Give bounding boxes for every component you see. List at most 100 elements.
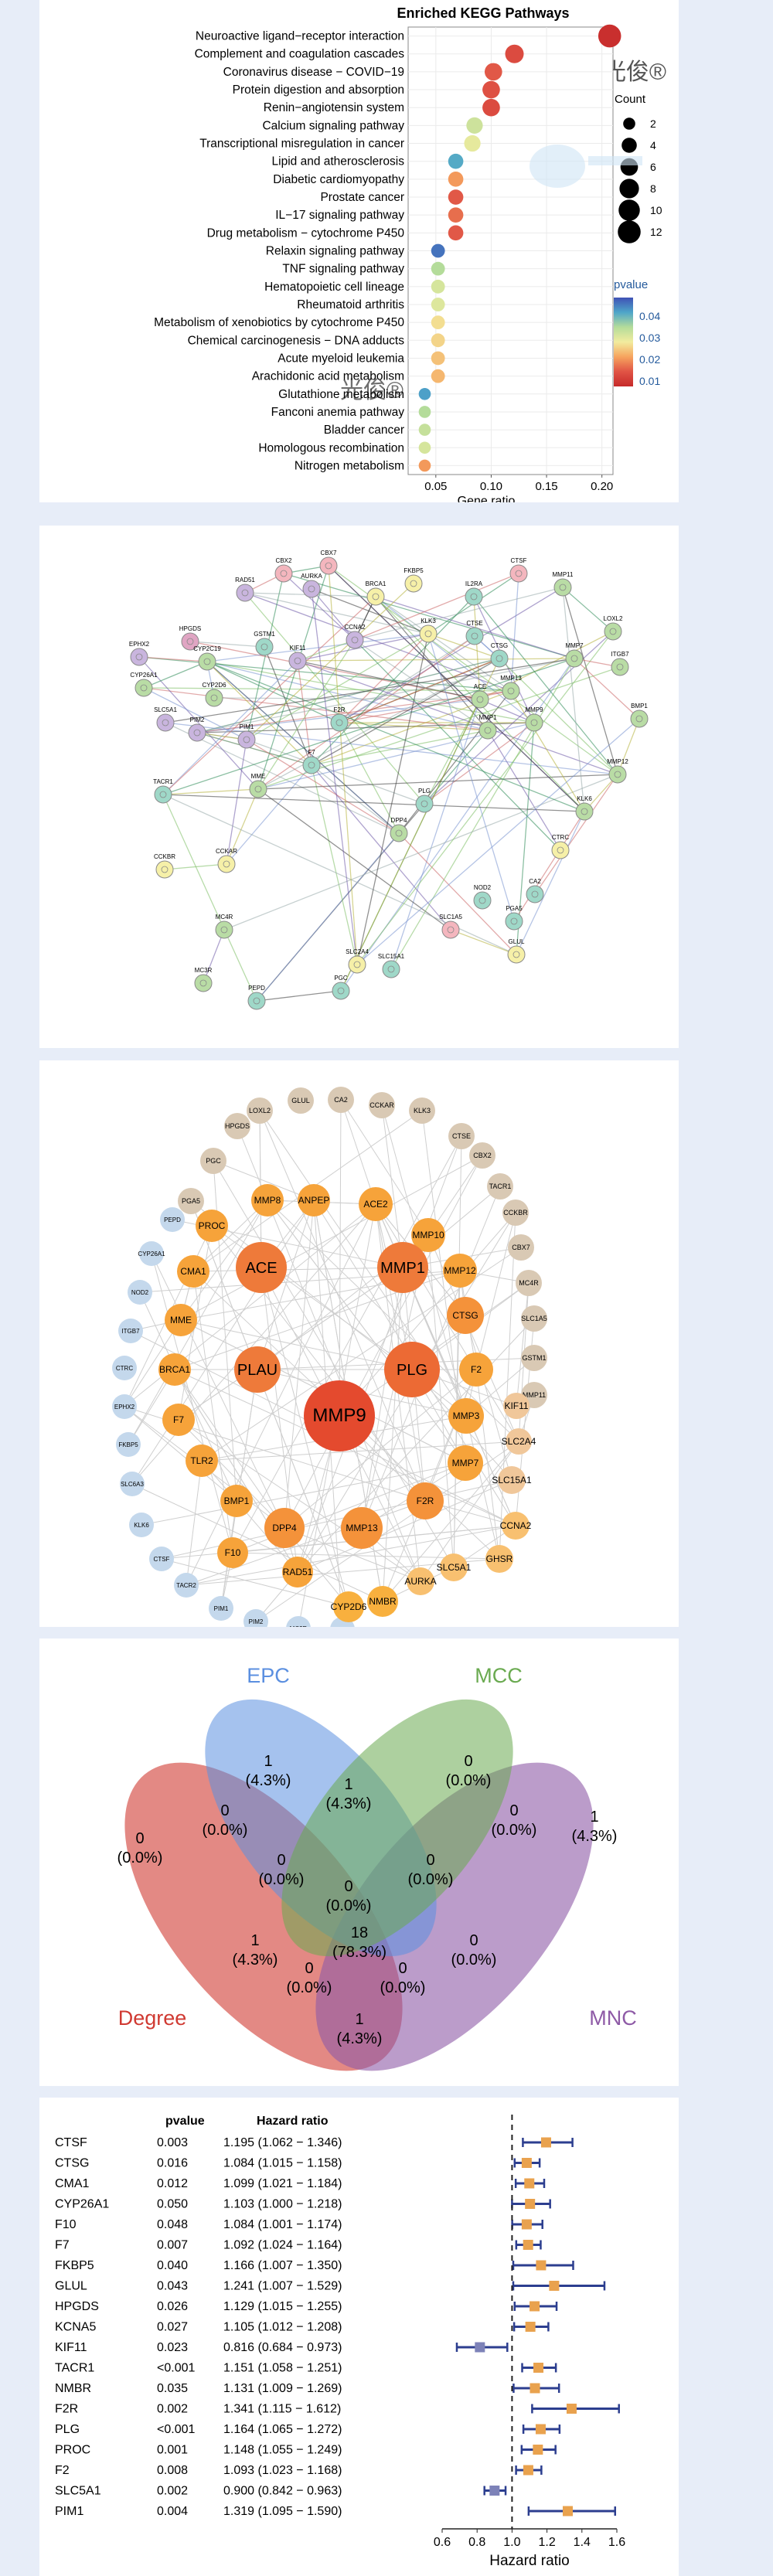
- kegg-dot: [448, 207, 464, 223]
- hub-node-mid: [503, 1393, 530, 1419]
- ppi-node-structure-icon: [616, 663, 624, 671]
- ppi-edge: [311, 588, 356, 641]
- forest-gene-label: CMA1: [55, 2177, 90, 2190]
- kegg-panel: Enriched KEGG Pathways 光俊® 光俊® Gene rati…: [39, 0, 679, 502]
- ppi-node-label: SLC2A4: [346, 948, 369, 955]
- kegg-dot: [598, 24, 621, 48]
- ppi-edge: [226, 739, 247, 865]
- forest-hr-marker: [562, 2506, 573, 2516]
- ppi-node: [302, 756, 321, 774]
- forest-pvalue: 0.001: [157, 2444, 188, 2457]
- hub-node-outer: [178, 1188, 204, 1214]
- ppi-node-structure-icon: [476, 696, 484, 703]
- ppi-node: [348, 955, 366, 974]
- kegg-pathway-label: Neuroactive ligand−receptor interaction: [196, 30, 404, 43]
- kegg-dot: [431, 315, 445, 330]
- hub-node-label: SLC6A3: [121, 1481, 144, 1488]
- ppi-node-label: PGA5: [506, 905, 523, 912]
- kegg-title: Enriched KEGG Pathways: [397, 5, 569, 21]
- hub-node-outer: [112, 1394, 137, 1419]
- forest-hr-marker: [521, 2219, 532, 2230]
- ppi-node-structure-icon: [210, 694, 218, 702]
- forest-hr-text: 1.241 (1.007 − 1.529): [223, 2280, 342, 2293]
- hub-node-mid: [440, 1553, 468, 1581]
- ppi-node-label: CYP26A1: [130, 672, 158, 679]
- kegg-pathway-label: Drug metabolism − cytochrome P450: [207, 226, 405, 240]
- ppi-node-structure-icon: [353, 961, 361, 968]
- ppi-node-structure-icon: [280, 570, 288, 577]
- kegg-pathway-label: Bladder cancer: [324, 424, 404, 437]
- hub-node-label: CYP2D6: [331, 1601, 367, 1612]
- hub-edge: [186, 1500, 426, 1586]
- ppi-node-label: CCNA2: [344, 624, 366, 631]
- ppi-edge: [340, 658, 500, 992]
- ppi-edge: [534, 774, 618, 895]
- ppi-node-label: BMP1: [631, 703, 648, 710]
- venn-region-percent: (0.0%): [326, 1897, 372, 1914]
- forest-xaxis-label: Hazard ratio: [489, 2553, 570, 2569]
- ppi-edge: [165, 722, 618, 775]
- forest-pvalue: 0.008: [157, 2464, 188, 2477]
- ppi-node: [181, 632, 199, 651]
- hub-node-label: RAD51: [283, 1567, 313, 1577]
- kegg-dot: [431, 279, 445, 294]
- ppi-node-structure-icon: [635, 715, 643, 723]
- forest-hr-marker: [566, 2404, 577, 2414]
- hub-gene-network: LOXL2 GLUL CA2 CCKAR KLK3 HPGDS CTSE CBX2 PGC TAC…: [112, 1087, 547, 1627]
- ppi-edge: [356, 718, 640, 965]
- forest-gene-label: HPGDS: [55, 2300, 99, 2313]
- ppi-edge: [297, 660, 618, 775]
- hub-node-outer: [469, 1142, 495, 1169]
- hub-node-label: CBX2: [473, 1152, 492, 1159]
- hub-edge: [151, 1253, 233, 1553]
- ppi-node: [156, 713, 175, 732]
- hub-node-label: PIM2: [249, 1618, 264, 1625]
- ppi-node-label: TACR1: [153, 778, 173, 785]
- ppi-node-structure-icon: [186, 638, 194, 645]
- ppi-node-structure-icon: [557, 846, 564, 854]
- hub-node-outer: [288, 1087, 314, 1114]
- ppi-edge: [162, 660, 298, 795]
- ppi-node-structure-icon: [471, 632, 478, 640]
- ppi-edge: [206, 661, 585, 812]
- hub-node-label: PGC: [206, 1157, 221, 1165]
- forest-hr-text: 1.103 (1.000 − 1.218): [223, 2198, 342, 2211]
- ppi-edge: [283, 573, 575, 659]
- kegg-dot: [431, 243, 445, 258]
- ppi-node-structure-icon: [515, 570, 523, 577]
- ppi-edge: [256, 832, 400, 1002]
- ppi-node-structure-icon: [159, 791, 167, 798]
- hub-node-outer: [286, 1616, 311, 1627]
- ppi-edge: [510, 690, 585, 812]
- hub-node-outer: [224, 1113, 250, 1139]
- kegg-dot: [418, 387, 431, 400]
- ppi-edge: [311, 764, 400, 834]
- ppi-node-label: CYP2D6: [202, 682, 226, 689]
- kegg-dot: [448, 189, 464, 205]
- forest-hr-text: 1.319 (1.095 − 1.590): [223, 2505, 342, 2518]
- kegg-pathway-label: Homologous recombination: [258, 441, 404, 454]
- ppi-edge: [356, 633, 429, 965]
- ppi-edge: [450, 929, 517, 955]
- hub-node-outer: [129, 1513, 154, 1537]
- hub-node-outer: [516, 1270, 542, 1296]
- venn-region-percent: (4.3%): [326, 1795, 372, 1812]
- kegg-pathway-label: Fanconi anemia pathway: [271, 406, 405, 419]
- hub-node-label: BMP1: [224, 1496, 250, 1506]
- kegg-dot: [482, 80, 500, 99]
- hub-node-label: PGA5: [182, 1197, 200, 1205]
- hub-edge: [259, 1110, 426, 1502]
- ppi-node: [319, 556, 338, 575]
- hub-edge: [261, 1267, 349, 1608]
- forest-hr-marker: [549, 2281, 560, 2291]
- forest-hr-marker: [523, 2240, 533, 2250]
- forest-col-pvalue: pvalue: [165, 2115, 205, 2128]
- hub-edge: [180, 1155, 483, 1321]
- ppi-node-label: PIM2: [190, 716, 205, 723]
- count-legend-dot: [621, 138, 637, 153]
- ppi-edge: [226, 788, 259, 865]
- ppi-node-label: RAD51: [235, 577, 255, 584]
- venn-region-count: 18: [351, 1924, 368, 1941]
- ppi-node-structure-icon: [253, 997, 261, 1005]
- ppi-edge: [427, 633, 515, 922]
